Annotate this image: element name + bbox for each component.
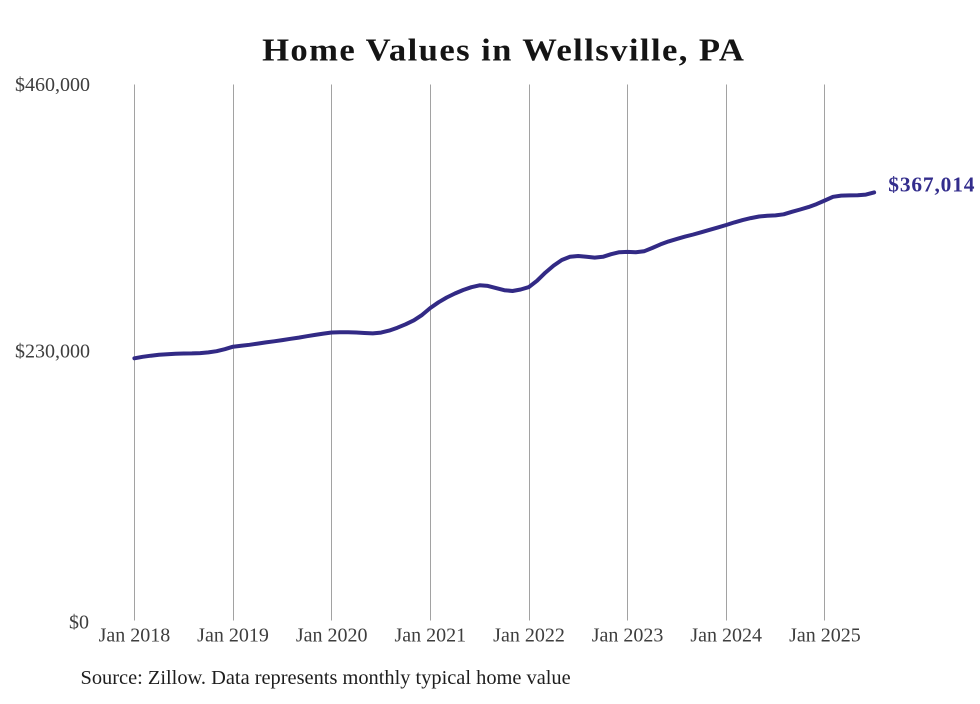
- svg-text:Jan 2021: Jan 2021: [394, 625, 466, 647]
- svg-text:Jan 2018: Jan 2018: [99, 625, 171, 647]
- svg-text:Jan 2020: Jan 2020: [296, 625, 368, 647]
- svg-text:$367,014: $367,014: [888, 172, 975, 196]
- svg-text:Jan 2023: Jan 2023: [592, 625, 664, 647]
- svg-text:Home Values in Wellsville, PA: Home Values in Wellsville, PA: [262, 33, 745, 68]
- svg-text:$460,000: $460,000: [15, 74, 90, 96]
- svg-text:Source: Zillow. Data represent: Source: Zillow. Data represents monthly …: [81, 667, 571, 689]
- svg-text:Jan 2024: Jan 2024: [690, 625, 762, 647]
- svg-text:Jan 2025: Jan 2025: [789, 625, 861, 647]
- svg-text:$0: $0: [69, 612, 89, 634]
- svg-text:Jan 2019: Jan 2019: [197, 625, 269, 647]
- svg-text:$230,000: $230,000: [15, 341, 90, 363]
- svg-text:Jan 2022: Jan 2022: [493, 625, 565, 647]
